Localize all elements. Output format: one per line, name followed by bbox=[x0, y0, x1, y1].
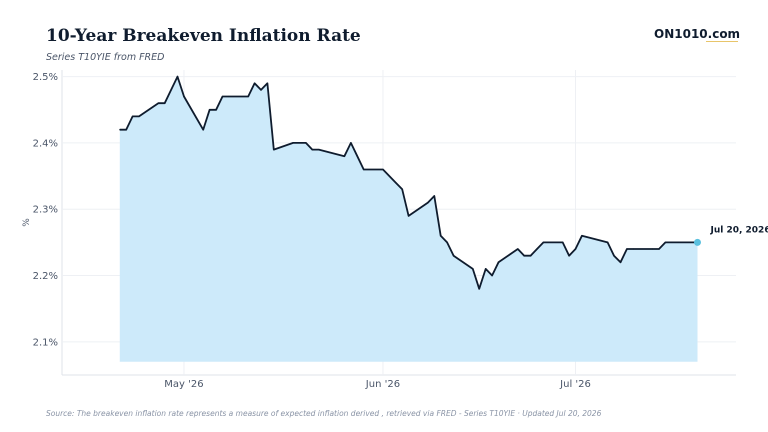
end-point-label: Jul 20, 2026 bbox=[709, 225, 768, 235]
end-point-marker bbox=[693, 238, 701, 246]
data-point bbox=[202, 129, 204, 131]
data-point bbox=[356, 155, 358, 157]
data-point bbox=[215, 109, 217, 111]
data-point bbox=[523, 255, 525, 257]
data-point bbox=[497, 261, 500, 263]
data-point bbox=[382, 168, 384, 171]
data-point bbox=[613, 255, 615, 257]
data-point bbox=[530, 255, 532, 257]
series-area-fill bbox=[119, 76, 698, 362]
data-point bbox=[176, 76, 179, 78]
x-tick-label: May '26 bbox=[164, 379, 203, 390]
data-point bbox=[632, 248, 634, 250]
data-point bbox=[247, 95, 249, 98]
data-point bbox=[446, 241, 448, 243]
data-point bbox=[619, 261, 622, 263]
chart-subtitle: Series T10YIE from FRED bbox=[46, 52, 165, 63]
y-tick-label: 2.2% bbox=[33, 271, 58, 282]
source-note: Source: The breakeven inflation rate rep… bbox=[46, 409, 602, 418]
data-point bbox=[318, 149, 320, 151]
data-point bbox=[305, 142, 307, 144]
brand-underline bbox=[706, 41, 738, 42]
data-point bbox=[273, 149, 275, 151]
y-tick-label: 2.5% bbox=[33, 72, 58, 83]
data-point bbox=[125, 129, 127, 131]
data-point bbox=[209, 109, 211, 111]
data-point bbox=[350, 142, 352, 144]
data-point bbox=[562, 241, 564, 243]
data-point bbox=[170, 89, 172, 91]
data-point bbox=[164, 102, 166, 104]
data-point bbox=[254, 82, 256, 84]
data-point bbox=[266, 82, 268, 84]
data-point bbox=[433, 195, 435, 197]
data-point bbox=[626, 248, 628, 250]
data-point bbox=[228, 95, 230, 98]
data-point bbox=[677, 241, 679, 243]
data-point bbox=[292, 142, 294, 144]
data-point bbox=[119, 129, 121, 131]
data-point bbox=[395, 182, 397, 184]
data-point bbox=[574, 248, 577, 250]
data-point bbox=[658, 248, 660, 250]
data-point bbox=[581, 235, 583, 237]
data-point bbox=[542, 241, 545, 243]
data-point bbox=[607, 241, 609, 243]
chart-title: 10-Year Breakeven Inflation Rate bbox=[46, 26, 361, 46]
data-point bbox=[401, 188, 403, 190]
data-point bbox=[221, 95, 224, 98]
data-point bbox=[260, 89, 262, 91]
data-point bbox=[138, 115, 140, 117]
y-tick-label: 2.1% bbox=[33, 337, 58, 348]
data-point bbox=[311, 149, 313, 151]
data-point bbox=[517, 248, 519, 250]
data-point bbox=[664, 241, 667, 243]
data-point bbox=[427, 202, 429, 204]
data-point bbox=[652, 248, 654, 250]
y-tick-label: 2.3% bbox=[33, 205, 58, 216]
data-point bbox=[472, 268, 474, 270]
x-tick-label: Jul '26 bbox=[559, 379, 591, 390]
data-point bbox=[408, 215, 410, 217]
data-point bbox=[363, 168, 365, 171]
data-point bbox=[343, 155, 345, 157]
data-point bbox=[157, 102, 159, 104]
y-tick-label: 2.4% bbox=[33, 138, 58, 149]
data-point bbox=[132, 115, 134, 117]
data-point bbox=[388, 175, 390, 177]
data-point bbox=[536, 248, 538, 250]
data-point bbox=[478, 288, 480, 290]
x-tick-label: Jun '26 bbox=[365, 379, 400, 390]
data-point bbox=[491, 274, 493, 277]
breakeven-chart: 2.1% 2.2% 2.3% 2.4% 2.5% May '26 Jun '26 Jul '2… bbox=[22, 70, 768, 390]
brand-logo-text[interactable]: ON1010.com bbox=[654, 27, 741, 41]
y-axis-label: % bbox=[22, 218, 32, 227]
data-point bbox=[453, 255, 455, 257]
data-point bbox=[440, 235, 442, 237]
data-point bbox=[298, 142, 301, 144]
data-point bbox=[568, 255, 570, 257]
data-point bbox=[183, 95, 185, 98]
data-point bbox=[671, 241, 673, 243]
data-point bbox=[485, 268, 487, 270]
